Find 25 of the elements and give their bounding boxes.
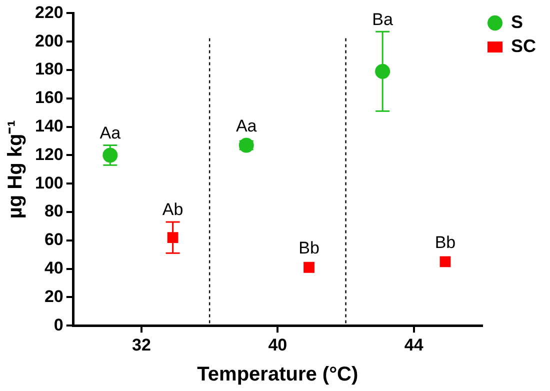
x-axis-title: Temperature (°C) <box>197 364 358 386</box>
y-tick-label: 80 <box>44 202 64 221</box>
x-tick-label: 40 <box>268 335 288 354</box>
y-tick-label: 60 <box>44 230 64 250</box>
y-tick-label: 180 <box>34 60 64 79</box>
y-axis-title: µg Hg kg⁻¹ <box>4 120 27 219</box>
legend-label: S <box>510 12 524 32</box>
data-label: Ab <box>162 200 184 220</box>
y-tick-label: 140 <box>34 116 64 136</box>
data-label: Bb <box>434 232 456 252</box>
data-label: Aa <box>236 116 258 136</box>
data-label: Ba <box>372 10 394 29</box>
legend-label: SC <box>510 36 536 56</box>
y-tick-label: 100 <box>34 173 64 192</box>
data-label: Bb <box>298 238 320 258</box>
y-tick-label: 40 <box>44 258 64 278</box>
x-tick-label: 44 <box>404 335 424 354</box>
x-tick-label: 32 <box>132 335 151 354</box>
y-tick-label: 20 <box>44 286 64 306</box>
y-tick-label: 200 <box>34 31 64 50</box>
y-tick-label: 160 <box>34 88 64 108</box>
y-tick-label: 0 <box>54 315 64 334</box>
data-label: Aa <box>100 123 122 142</box>
y-tick-label: 220 <box>34 2 64 22</box>
y-tick-label: 120 <box>34 144 64 164</box>
